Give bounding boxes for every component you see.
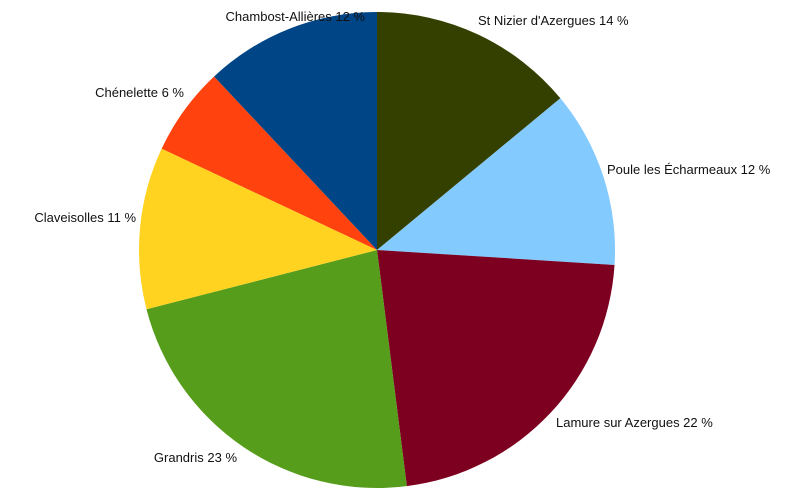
pie-slice-claveisolles	[139, 148, 377, 310]
pie-label-poule-les-charmeaux: Poule les Écharmeaux 12 %	[607, 162, 771, 177]
pie-label-lamure-sur-azergues: Lamure sur Azergues 22 %	[556, 415, 713, 430]
pie-slice-chambost-alli-res	[214, 12, 377, 250]
pie-slice-poule-les-charmeaux	[377, 98, 615, 265]
pie-label-ch-nelette: Chénelette 6 %	[95, 85, 184, 100]
pie-slice-st-nizier-d-azergues	[377, 11, 561, 250]
pie-label-claveisolles: Claveisolles 11 %	[34, 210, 136, 225]
pie-slice-ch-nelette	[161, 76, 377, 250]
pie-slice-lamure-sur-azergues	[377, 250, 615, 487]
pie-label-grandris: Grandris 23 %	[154, 450, 238, 465]
pie-labels: St Nizier d'Azergues 14 % Poule les Échar…	[34, 9, 770, 465]
pie-slice-grandris	[146, 250, 407, 488]
pie-slices	[139, 11, 615, 488]
pie-label-chambost-alli-res: Chambost-Allières 12 %	[226, 9, 366, 24]
pie-label-st-nizier-d-azergues: St Nizier d'Azergues 14 %	[478, 13, 629, 28]
